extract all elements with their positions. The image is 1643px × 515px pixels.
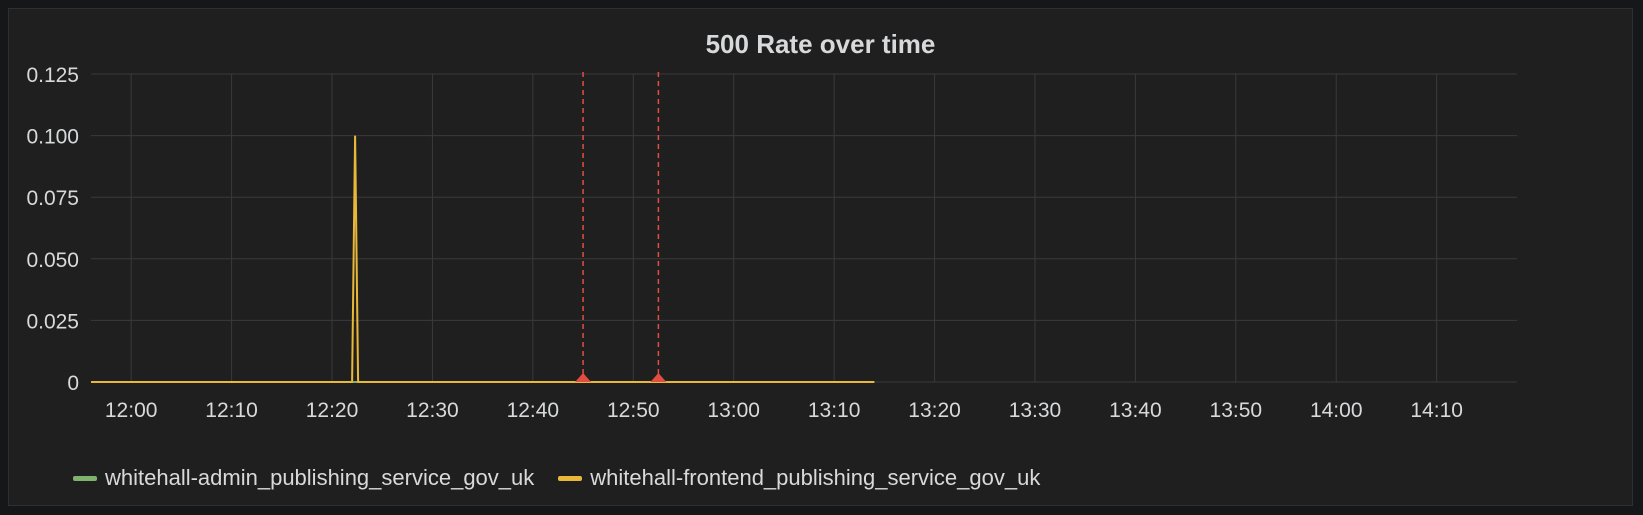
x-tick-label: 14:10: [1410, 399, 1463, 422]
chart-area: 0 0.025 0.050 0.075 0.100 0.125 12:00 12:10 12:2…: [26, 64, 1517, 422]
x-tick-label: 13:50: [1210, 399, 1263, 422]
x-tick-label: 13:10: [808, 399, 861, 422]
x-tick-label: 13:30: [1009, 399, 1062, 422]
legend-swatch: [558, 475, 583, 481]
legend-item[interactable]: whitehall-frontend_publishing_service_go…: [558, 465, 1040, 491]
y-tick-label: 0: [67, 372, 79, 395]
y-tick-label: 0.100: [26, 126, 79, 149]
graph-panel: 500 Rate over time 0 0.025 0.050 0.075 0.100…: [8, 8, 1633, 506]
legend-label: whitehall-frontend_publishing_service_go…: [590, 465, 1041, 490]
y-tick-label: 0.025: [26, 310, 79, 333]
y-tick-label: 0.125: [26, 64, 79, 87]
legend: whitehall-admin_publishing_service_gov_u…: [73, 465, 1040, 491]
x-tick-label: 12:50: [607, 399, 660, 422]
panel-title[interactable]: 500 Rate over time: [705, 29, 936, 59]
x-tick-label: 12:40: [507, 399, 560, 422]
legend-item[interactable]: whitehall-admin_publishing_service_gov_u…: [73, 465, 534, 491]
x-tick-label: 13:20: [908, 399, 961, 422]
annotation-marker[interactable]: [575, 373, 592, 382]
x-tick-label: 12:00: [105, 399, 158, 422]
y-tick-label: 0.075: [26, 187, 79, 210]
x-tick-label: 12:10: [205, 399, 258, 422]
x-tick-label: 13:40: [1109, 399, 1162, 422]
annotation-marker[interactable]: [650, 373, 667, 382]
legend-swatch: [73, 475, 97, 481]
legend-label: whitehall-admin_publishing_service_gov_u…: [105, 465, 535, 490]
x-tick-label: 13:00: [707, 399, 760, 422]
series-line-2: [91, 135, 875, 383]
y-tick-label: 0.050: [26, 249, 79, 272]
x-tick-label: 14:00: [1310, 399, 1363, 422]
x-tick-label: 12:20: [306, 399, 359, 422]
x-tick-label: 12:30: [406, 399, 459, 422]
